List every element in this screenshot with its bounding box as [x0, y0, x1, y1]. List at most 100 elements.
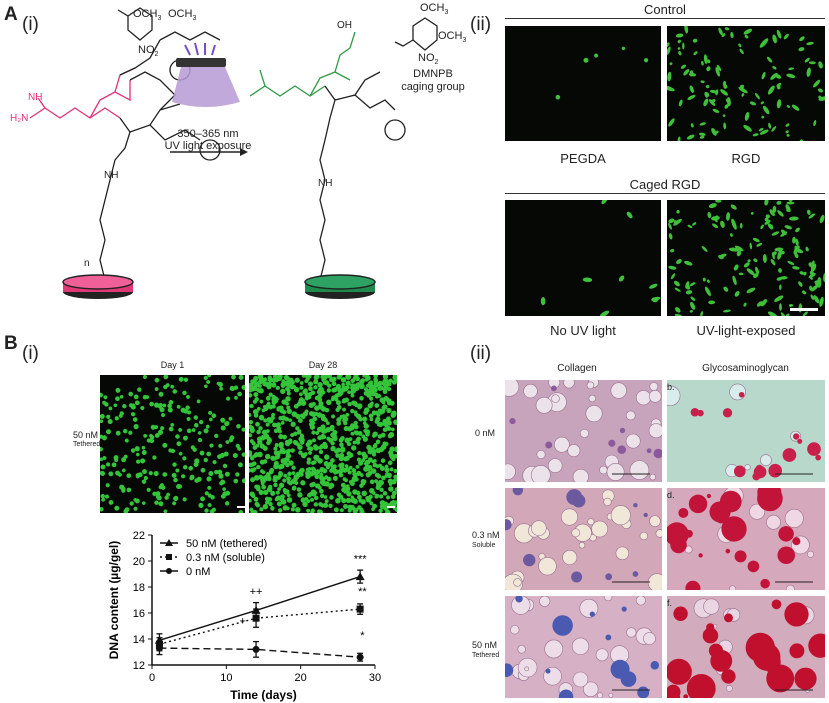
cell: [369, 501, 374, 506]
stained-cell: [778, 526, 794, 542]
stained-cell: [789, 643, 805, 659]
cell: [178, 376, 184, 382]
y-tick-label: 20: [133, 556, 145, 568]
cell: [217, 454, 222, 459]
cell: [341, 382, 346, 387]
cell: [211, 507, 216, 512]
cell: [238, 509, 244, 513]
cell: [806, 67, 811, 77]
cell: [730, 204, 737, 210]
row-50nm: 50 nM: [472, 640, 498, 650]
cell: [105, 429, 111, 435]
cell: [209, 443, 214, 448]
cell: [328, 461, 334, 467]
cell: [219, 386, 224, 391]
cell: [100, 392, 104, 398]
cell: [290, 478, 297, 484]
cell: [228, 416, 233, 421]
cell: [699, 135, 705, 139]
mol1-och3-a: OCH3: [133, 8, 162, 23]
cell: [394, 487, 397, 492]
cell: [128, 403, 134, 408]
y-tick-label: 12: [133, 660, 145, 672]
cell: [393, 419, 397, 425]
lacuna: [505, 380, 520, 397]
lacuna: [535, 396, 553, 414]
hydrogel-disc-green: [304, 274, 376, 299]
cell: [811, 284, 819, 292]
cell: [740, 84, 745, 89]
cage-no2: NO2: [418, 52, 439, 67]
cell: [791, 104, 800, 111]
cell: [712, 223, 719, 229]
cell: [344, 437, 351, 444]
cell: [332, 387, 338, 393]
cell: [758, 127, 764, 132]
cell: [353, 423, 358, 429]
cell: [178, 451, 183, 456]
cell: [693, 51, 698, 56]
cell: [798, 47, 805, 52]
cell: [285, 401, 290, 406]
cell: [393, 468, 397, 474]
cell: [707, 211, 712, 219]
lacuna: [567, 444, 581, 458]
cell: [105, 483, 110, 488]
cell: [261, 429, 268, 436]
cell: [102, 456, 107, 460]
cell: [297, 444, 303, 450]
cell: [274, 442, 279, 448]
cell: [761, 71, 766, 80]
mol2-nh-chain: NH: [318, 178, 333, 189]
cell: [374, 472, 380, 478]
lacuna: [587, 518, 595, 526]
cell: [387, 427, 392, 431]
cell: [249, 468, 252, 473]
row-50nm-sub: Tethered: [472, 652, 500, 659]
lacuna: [603, 497, 612, 506]
stained-cell: [760, 652, 781, 673]
cell: [211, 413, 217, 419]
cell: [187, 410, 192, 415]
lacuna: [703, 598, 720, 615]
stained-cell: [784, 602, 809, 627]
cell: [778, 268, 782, 273]
cell: [814, 280, 818, 285]
cell: [789, 216, 799, 221]
stained-cell: [571, 494, 586, 508]
lacuna: [725, 684, 733, 692]
cell: [744, 34, 749, 39]
stained-cell: [690, 407, 700, 417]
cell: [313, 379, 319, 385]
cell: [274, 454, 280, 460]
cell: [113, 403, 118, 408]
cell: [787, 261, 795, 265]
arrow-label-wavelength: 350–365 nm: [177, 128, 239, 140]
stained-cell: [794, 667, 817, 690]
cell: [689, 282, 696, 287]
cell: [157, 429, 164, 435]
cell: [723, 309, 731, 313]
cell: [325, 465, 331, 470]
stained-cell: [608, 439, 616, 447]
cell: [678, 51, 682, 56]
cell: [182, 465, 188, 470]
cell: [342, 407, 346, 412]
stained-cell: [512, 488, 524, 496]
cell: [154, 387, 159, 391]
histo-collagen-50nm-texture: [505, 596, 660, 698]
cell: [718, 254, 724, 260]
cell: [776, 99, 782, 109]
cell: [115, 387, 121, 393]
cell: [788, 304, 794, 307]
cell: [210, 495, 215, 500]
cell: [379, 494, 384, 499]
cell: [381, 400, 386, 405]
stained-cell: [617, 445, 627, 455]
lacuna: [583, 681, 599, 697]
cell: [180, 407, 186, 413]
cell: [323, 461, 329, 467]
cell: [667, 85, 675, 92]
cell: [111, 462, 117, 468]
cell: [722, 114, 726, 117]
